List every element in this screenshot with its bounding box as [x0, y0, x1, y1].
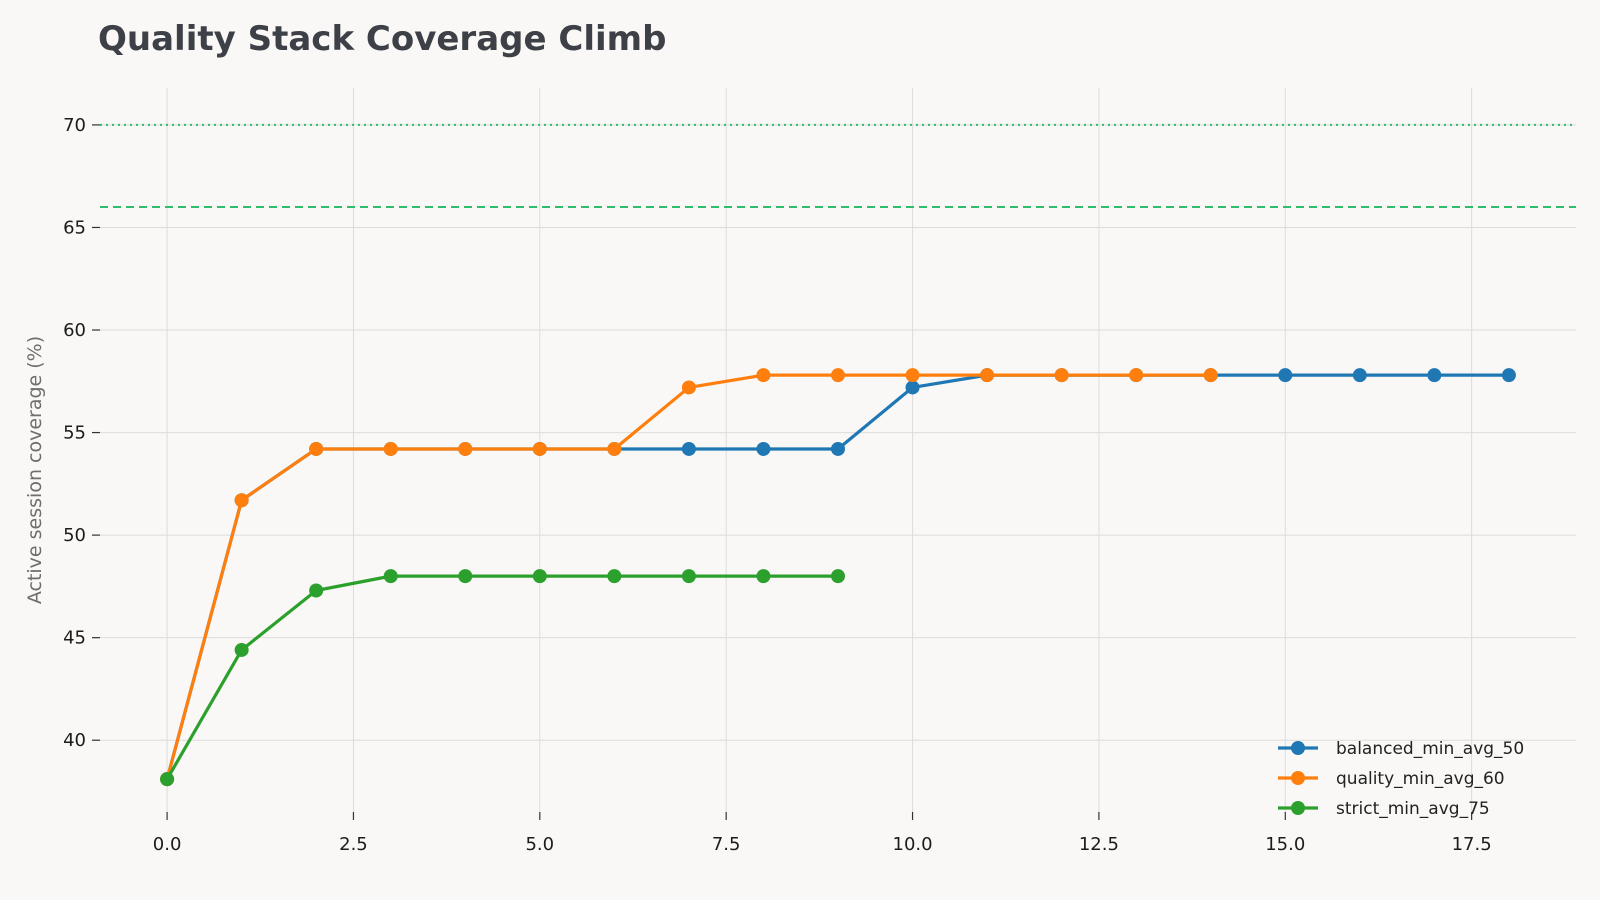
data-point [309, 583, 324, 598]
y-axis-ticks: 40 45 50 55 60 65 70 [63, 115, 100, 751]
y-tick-label: 40 [63, 730, 86, 751]
x-tick-label: 17.5 [1452, 834, 1492, 855]
reference-lines [100, 123, 1576, 208]
legend-label: quality_min_avg_60 [1336, 769, 1505, 789]
data-point [681, 569, 696, 584]
data-point [681, 380, 696, 395]
data-point [607, 569, 622, 584]
y-tick-label: 60 [63, 320, 86, 341]
x-tick-label: 12.5 [1079, 834, 1119, 855]
y-axis-label: Active session coverage (%) [24, 336, 46, 604]
data-point [309, 441, 324, 456]
data-point [458, 569, 473, 584]
series [160, 368, 1516, 787]
data-point [532, 569, 547, 584]
x-tick-label: 2.5 [339, 834, 368, 855]
data-point [1054, 368, 1069, 383]
legend-item-strict_min_avg_75: strict_min_avg_75 [1278, 799, 1490, 819]
data-point [234, 493, 249, 508]
data-point [831, 368, 845, 383]
data-point [383, 569, 398, 584]
legend-marker [1291, 771, 1305, 785]
data-point [831, 569, 845, 584]
data-point [1427, 368, 1442, 383]
data-point [607, 441, 622, 456]
data-point [234, 642, 249, 657]
legend-item-balanced_min_avg_50: balanced_min_avg_50 [1278, 739, 1524, 759]
data-point [1352, 368, 1367, 383]
x-tick-label: 5.0 [525, 834, 554, 855]
data-point [1129, 368, 1144, 383]
data-point [383, 441, 398, 456]
data-point [756, 569, 771, 584]
legend-item-quality_min_avg_60: quality_min_avg_60 [1278, 769, 1505, 789]
x-tick-label: 0.0 [153, 834, 182, 855]
data-point [1501, 368, 1516, 383]
y-tick-label: 45 [63, 628, 86, 649]
data-point [905, 368, 920, 383]
legend-label: balanced_min_avg_50 [1336, 739, 1524, 759]
y-tick-label: 55 [63, 423, 86, 444]
x-tick-label: 7.5 [712, 834, 741, 855]
data-point [532, 441, 547, 456]
data-point [1203, 368, 1218, 383]
legend-label: strict_min_avg_75 [1336, 799, 1490, 819]
data-point [756, 368, 771, 383]
legend-marker [1291, 801, 1305, 815]
legend-marker [1291, 741, 1305, 755]
data-point [681, 441, 696, 456]
data-point [1278, 368, 1293, 383]
x-tick-label: 10.0 [893, 834, 933, 855]
series-strict_min_avg_75 [160, 569, 845, 787]
series-quality_min_avg_60 [160, 368, 1218, 787]
chart-title: Quality Stack Coverage Climb [98, 19, 666, 59]
x-axis-ticks: 0.0 2.5 5.0 7.5 10.0 12.5 15.0 17.5 [153, 812, 1492, 855]
series-line [165, 574, 838, 780]
y-tick-label: 70 [63, 115, 86, 136]
data-point [160, 772, 175, 787]
y-tick-label: 65 [63, 217, 86, 238]
y-tick-label: 50 [63, 525, 86, 546]
data-point [458, 441, 473, 456]
x-tick-label: 15.0 [1265, 834, 1305, 855]
data-point [831, 441, 845, 456]
grid [100, 88, 1576, 812]
data-point [756, 441, 771, 456]
data-point [980, 368, 995, 383]
legend: balanced_min_avg_50 quality_min_avg_60str… [1278, 739, 1524, 819]
data-point [905, 380, 920, 395]
